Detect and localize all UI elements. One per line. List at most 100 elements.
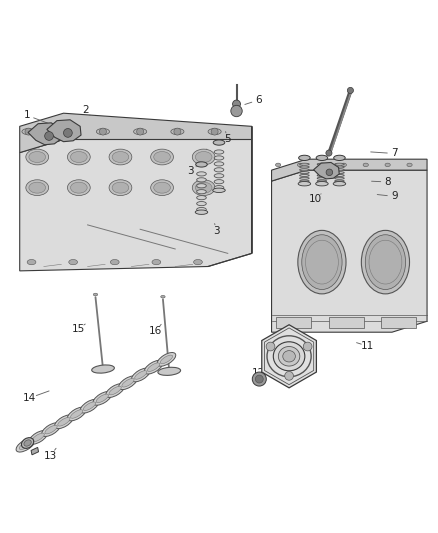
Ellipse shape <box>300 174 309 176</box>
Ellipse shape <box>24 440 31 446</box>
Ellipse shape <box>197 201 206 206</box>
Ellipse shape <box>214 162 224 166</box>
Ellipse shape <box>214 174 224 178</box>
Ellipse shape <box>27 260 36 265</box>
Ellipse shape <box>131 368 150 382</box>
Text: 9: 9 <box>391 191 398 201</box>
Ellipse shape <box>134 370 147 379</box>
Ellipse shape <box>195 182 212 193</box>
Text: 13: 13 <box>44 451 57 461</box>
Ellipse shape <box>407 163 412 167</box>
Ellipse shape <box>335 180 344 182</box>
Ellipse shape <box>154 151 170 163</box>
Ellipse shape <box>300 169 309 171</box>
Ellipse shape <box>299 155 310 160</box>
Ellipse shape <box>151 149 173 165</box>
Polygon shape <box>276 317 311 328</box>
Ellipse shape <box>192 180 215 196</box>
Ellipse shape <box>279 346 300 366</box>
Ellipse shape <box>92 365 114 373</box>
Ellipse shape <box>71 182 87 193</box>
Ellipse shape <box>29 151 46 163</box>
Circle shape <box>62 128 69 135</box>
Circle shape <box>347 87 353 93</box>
Ellipse shape <box>119 376 137 390</box>
Ellipse shape <box>317 177 327 179</box>
Ellipse shape <box>197 172 206 176</box>
Circle shape <box>45 132 53 140</box>
Ellipse shape <box>109 149 132 165</box>
Ellipse shape <box>45 425 57 434</box>
Text: 16: 16 <box>149 326 162 336</box>
Ellipse shape <box>361 230 410 294</box>
Ellipse shape <box>319 163 325 167</box>
Polygon shape <box>262 325 316 388</box>
Ellipse shape <box>335 166 344 168</box>
Text: 3: 3 <box>187 166 194 176</box>
Ellipse shape <box>22 128 35 135</box>
Ellipse shape <box>300 172 309 174</box>
Ellipse shape <box>83 402 95 410</box>
Ellipse shape <box>161 295 165 298</box>
Ellipse shape <box>158 367 180 375</box>
Text: 4: 4 <box>201 151 208 161</box>
Text: 7: 7 <box>391 149 398 158</box>
Ellipse shape <box>134 128 147 135</box>
Ellipse shape <box>197 190 206 194</box>
Ellipse shape <box>300 163 309 165</box>
Ellipse shape <box>55 415 73 429</box>
Ellipse shape <box>16 438 35 452</box>
Ellipse shape <box>197 196 206 200</box>
Ellipse shape <box>297 163 303 167</box>
Ellipse shape <box>335 169 344 171</box>
Ellipse shape <box>283 351 295 362</box>
Ellipse shape <box>213 140 225 145</box>
Circle shape <box>285 372 293 380</box>
Ellipse shape <box>93 293 98 296</box>
Ellipse shape <box>197 184 206 188</box>
Text: 10: 10 <box>309 193 322 204</box>
Ellipse shape <box>59 128 72 135</box>
Ellipse shape <box>112 182 129 193</box>
Ellipse shape <box>67 149 90 165</box>
Ellipse shape <box>317 180 327 182</box>
Ellipse shape <box>160 355 173 364</box>
Ellipse shape <box>69 260 78 265</box>
Ellipse shape <box>110 260 119 265</box>
Ellipse shape <box>144 360 163 374</box>
Ellipse shape <box>29 431 48 444</box>
Circle shape <box>233 100 240 108</box>
Ellipse shape <box>302 235 342 289</box>
Circle shape <box>211 128 218 135</box>
Text: 5: 5 <box>224 134 231 144</box>
Ellipse shape <box>152 260 161 265</box>
Ellipse shape <box>194 260 202 265</box>
Ellipse shape <box>333 182 346 186</box>
Ellipse shape <box>196 162 207 167</box>
Ellipse shape <box>273 342 305 371</box>
Circle shape <box>25 128 32 135</box>
Ellipse shape <box>334 155 345 160</box>
Ellipse shape <box>197 178 206 182</box>
Circle shape <box>255 375 263 383</box>
Ellipse shape <box>151 180 173 196</box>
Ellipse shape <box>42 423 60 437</box>
Ellipse shape <box>106 384 124 398</box>
Ellipse shape <box>276 163 281 167</box>
Text: 12: 12 <box>252 368 265 378</box>
Ellipse shape <box>148 363 160 372</box>
Ellipse shape <box>316 182 328 186</box>
Circle shape <box>303 342 312 351</box>
Ellipse shape <box>67 407 86 421</box>
Text: 14: 14 <box>23 393 36 403</box>
Ellipse shape <box>58 417 70 426</box>
Circle shape <box>326 169 333 175</box>
Ellipse shape <box>213 188 225 192</box>
Polygon shape <box>47 120 81 142</box>
Ellipse shape <box>197 207 206 212</box>
Ellipse shape <box>93 392 112 405</box>
Text: 11: 11 <box>361 341 374 351</box>
Ellipse shape <box>26 180 49 196</box>
Ellipse shape <box>335 172 344 174</box>
Ellipse shape <box>341 163 346 167</box>
